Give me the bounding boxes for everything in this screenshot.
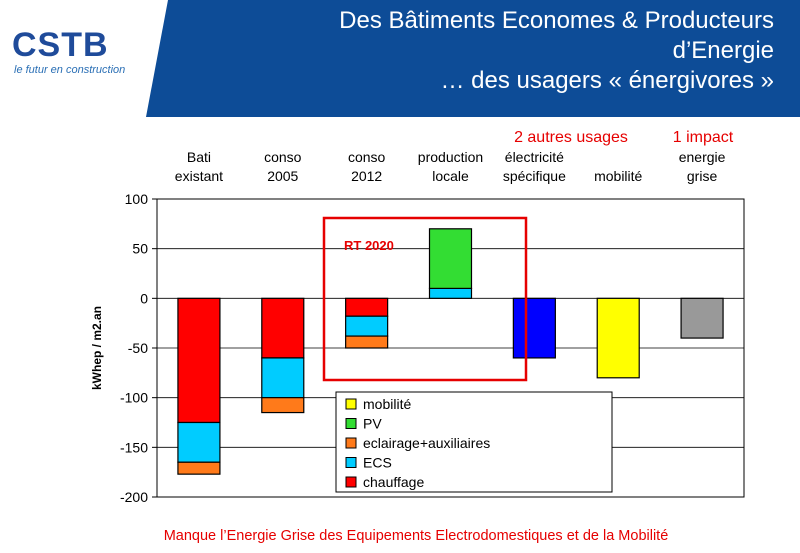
y-axis-label: kWhep / m2.an bbox=[90, 306, 104, 390]
bar-4-5 bbox=[512, 297, 556, 359]
bar-2-0 bbox=[345, 297, 389, 317]
y-tick-label-0: 100 bbox=[125, 191, 149, 207]
legend-label-2: eclairage+auxiliaires bbox=[363, 435, 490, 451]
cstb-logo: CSTB le futur en construction bbox=[8, 26, 143, 86]
category-label-6-1: grise bbox=[687, 168, 718, 184]
legend-swatch-0 bbox=[345, 398, 357, 410]
y-tick-label-4: -100 bbox=[120, 390, 148, 406]
bar-6-6 bbox=[680, 297, 724, 339]
legend-swatch-1 bbox=[345, 418, 357, 429]
legend-label-3: ECS bbox=[363, 455, 392, 471]
legend-label-4: chauffage bbox=[363, 474, 424, 490]
legend-swatch-2 bbox=[345, 437, 357, 449]
category-label-2-0: conso bbox=[348, 149, 386, 165]
bar-1-2 bbox=[261, 397, 305, 414]
rt2020-box bbox=[322, 216, 528, 382]
bar-3-1 bbox=[428, 287, 473, 299]
category-label-3-1: locale bbox=[432, 168, 469, 184]
y-tick-label-1: 50 bbox=[132, 241, 148, 257]
bar-0-1 bbox=[177, 421, 221, 463]
bar-2-2 bbox=[345, 335, 389, 349]
bar-1-0 bbox=[261, 297, 305, 359]
category-label-5-0: mobilité bbox=[594, 168, 642, 184]
bar-5-4 bbox=[596, 297, 640, 379]
footer-note: Manque l’Energie Grise des Equipements E… bbox=[163, 528, 669, 544]
y-tick-label-3: -50 bbox=[128, 340, 148, 356]
bar-0-2 bbox=[177, 461, 221, 475]
title-line-1: Des Bâtiments Economes & Producteurs bbox=[339, 7, 774, 34]
page-title: Des Bâtiments Economes & Producteurs d’E… bbox=[154, 6, 774, 96]
title-banner bbox=[146, 0, 800, 117]
banner-shape bbox=[146, 0, 800, 117]
y-tick-label-5: -150 bbox=[120, 439, 148, 455]
category-label-2-1: 2012 bbox=[351, 168, 382, 184]
legend-box bbox=[335, 391, 613, 493]
annotation-autres-usages: 2 autres usages bbox=[514, 129, 628, 146]
bar-0-0 bbox=[177, 297, 221, 424]
category-label-0-1: existant bbox=[175, 168, 223, 184]
title-line-3: … des usagers « énergivores » bbox=[440, 67, 774, 94]
legend-swatch-4 bbox=[345, 476, 357, 488]
logo-tagline: le futur en construction bbox=[14, 64, 126, 76]
category-label-6-0: energie bbox=[679, 149, 726, 165]
legend-label-0: mobilité bbox=[363, 396, 411, 412]
legend-swatch-3 bbox=[345, 457, 357, 468]
bar-1-1 bbox=[261, 357, 305, 399]
category-label-1-0: conso bbox=[264, 149, 302, 165]
logo-text: CSTB bbox=[12, 26, 109, 64]
y-tick-label-2: 0 bbox=[140, 290, 148, 306]
category-label-4-0: électricité bbox=[505, 149, 564, 165]
y-tick-label-6: -200 bbox=[120, 489, 148, 505]
bar-2-1 bbox=[345, 315, 389, 337]
title-line-2: d’Energie bbox=[672, 37, 774, 64]
category-label-3-0: production bbox=[418, 149, 483, 165]
rt2020-label: RT 2020 bbox=[344, 238, 394, 253]
category-label-4-1: spécifique bbox=[503, 168, 566, 184]
category-label-0-0: Bati bbox=[187, 149, 211, 165]
energy-chart: 100 50 0 -50 -100 -150 -200 kWhep / m2.an Bati ex… bbox=[90, 129, 745, 505]
annotation-impact: 1 impact bbox=[673, 129, 734, 146]
bar-3-3 bbox=[428, 228, 473, 290]
category-label-1-1: 2005 bbox=[267, 168, 298, 184]
legend-label-1: PV bbox=[363, 416, 382, 432]
